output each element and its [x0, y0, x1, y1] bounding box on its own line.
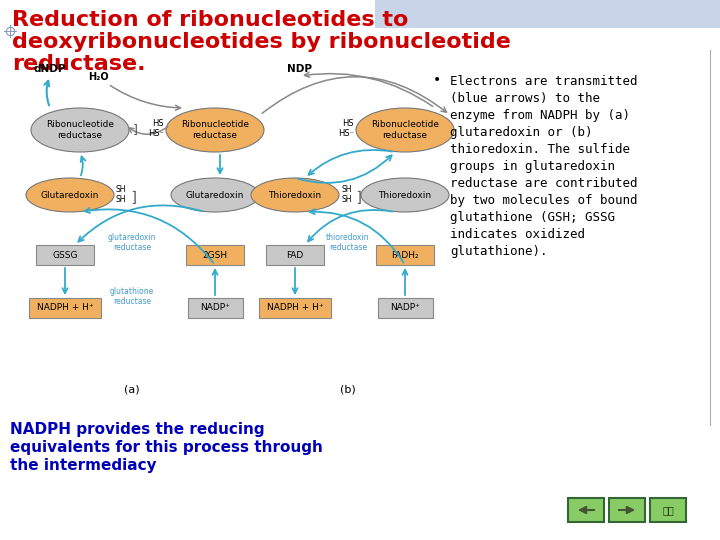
FancyBboxPatch shape	[568, 498, 604, 522]
FancyBboxPatch shape	[650, 498, 686, 522]
FancyBboxPatch shape	[375, 0, 720, 28]
Text: FADH₂: FADH₂	[391, 251, 419, 260]
Text: (blue arrows) to the: (blue arrows) to the	[450, 92, 600, 105]
Text: (a): (a)	[124, 385, 140, 395]
Text: Ribonucleotide
reductase: Ribonucleotide reductase	[181, 120, 249, 140]
Text: H₂O: H₂O	[88, 72, 108, 82]
Text: FAD: FAD	[287, 251, 304, 260]
Text: Ribonucleotide
reductase: Ribonucleotide reductase	[371, 120, 439, 140]
Text: Reduction of ribonucleotides to: Reduction of ribonucleotides to	[12, 10, 408, 30]
FancyBboxPatch shape	[376, 245, 434, 265]
Text: reductase are contributed: reductase are contributed	[450, 177, 637, 190]
Text: enzyme from NADPH by (a): enzyme from NADPH by (a)	[450, 109, 630, 122]
Text: Thioredoxin: Thioredoxin	[269, 191, 322, 199]
Ellipse shape	[31, 108, 129, 152]
Ellipse shape	[171, 178, 259, 212]
Text: [: [	[354, 188, 360, 202]
FancyBboxPatch shape	[36, 245, 94, 265]
Ellipse shape	[26, 178, 114, 212]
Text: •: •	[433, 73, 441, 87]
Text: glutaredoxin or (b): glutaredoxin or (b)	[450, 126, 593, 139]
FancyBboxPatch shape	[29, 298, 101, 318]
Text: [: [	[131, 120, 136, 133]
Text: (b): (b)	[340, 385, 356, 395]
Text: deoxyribonucleotides by ribonucleotide: deoxyribonucleotides by ribonucleotide	[12, 32, 511, 52]
Text: SH: SH	[116, 195, 127, 205]
Text: HS⁻: HS⁻	[148, 130, 164, 138]
Text: thioredoxin. The sulfide: thioredoxin. The sulfide	[450, 143, 630, 156]
Text: NADPH + H⁺: NADPH + H⁺	[266, 303, 323, 313]
Text: NADP⁺: NADP⁺	[200, 303, 230, 313]
Text: 2GSH: 2GSH	[202, 251, 228, 260]
Text: HS: HS	[153, 119, 164, 129]
FancyBboxPatch shape	[259, 298, 331, 318]
Text: NDP: NDP	[287, 64, 312, 74]
Text: reductase.: reductase.	[12, 54, 145, 74]
Ellipse shape	[166, 108, 264, 152]
Text: dNDP: dNDP	[34, 64, 66, 74]
Text: Glutaredoxin: Glutaredoxin	[186, 191, 244, 199]
Text: Thioredoxin: Thioredoxin	[379, 191, 431, 199]
Text: NADP⁺: NADP⁺	[390, 303, 420, 313]
Text: SH: SH	[116, 186, 127, 194]
Text: glutathione
reductase: glutathione reductase	[110, 287, 154, 306]
Text: GSSG: GSSG	[53, 251, 78, 260]
Text: [: [	[130, 188, 135, 202]
Text: glutaredoxin
reductase: glutaredoxin reductase	[108, 233, 156, 252]
Text: the intermediacy: the intermediacy	[10, 458, 157, 473]
Text: glutathione (GSH; GSSG: glutathione (GSH; GSSG	[450, 211, 615, 224]
Text: Ribonucleotide
reductase: Ribonucleotide reductase	[46, 120, 114, 140]
Text: thioredoxin
reductase: thioredoxin reductase	[326, 233, 370, 252]
Text: Glutaredoxin: Glutaredoxin	[41, 191, 99, 199]
Text: HS⁻: HS⁻	[338, 130, 354, 138]
Text: SH: SH	[341, 186, 351, 194]
FancyBboxPatch shape	[186, 245, 244, 265]
FancyBboxPatch shape	[609, 498, 645, 522]
Text: NADPH provides the reducing: NADPH provides the reducing	[10, 422, 265, 437]
Ellipse shape	[251, 178, 339, 212]
Text: indicates oxidized: indicates oxidized	[450, 228, 585, 241]
Text: by two molecules of bound: by two molecules of bound	[450, 194, 637, 207]
FancyBboxPatch shape	[187, 298, 243, 318]
Text: SH: SH	[341, 195, 351, 205]
Text: HS: HS	[343, 119, 354, 129]
Text: glutathione).: glutathione).	[450, 245, 547, 258]
Text: groups in glutaredoxin: groups in glutaredoxin	[450, 160, 615, 173]
Text: Electrons are transmitted: Electrons are transmitted	[450, 75, 637, 88]
Ellipse shape	[356, 108, 454, 152]
Text: 目次: 目次	[662, 505, 674, 515]
Text: NADPH + H⁺: NADPH + H⁺	[37, 303, 94, 313]
FancyBboxPatch shape	[266, 245, 324, 265]
Text: equivalents for this process through: equivalents for this process through	[10, 440, 323, 455]
FancyBboxPatch shape	[377, 298, 433, 318]
Ellipse shape	[361, 178, 449, 212]
